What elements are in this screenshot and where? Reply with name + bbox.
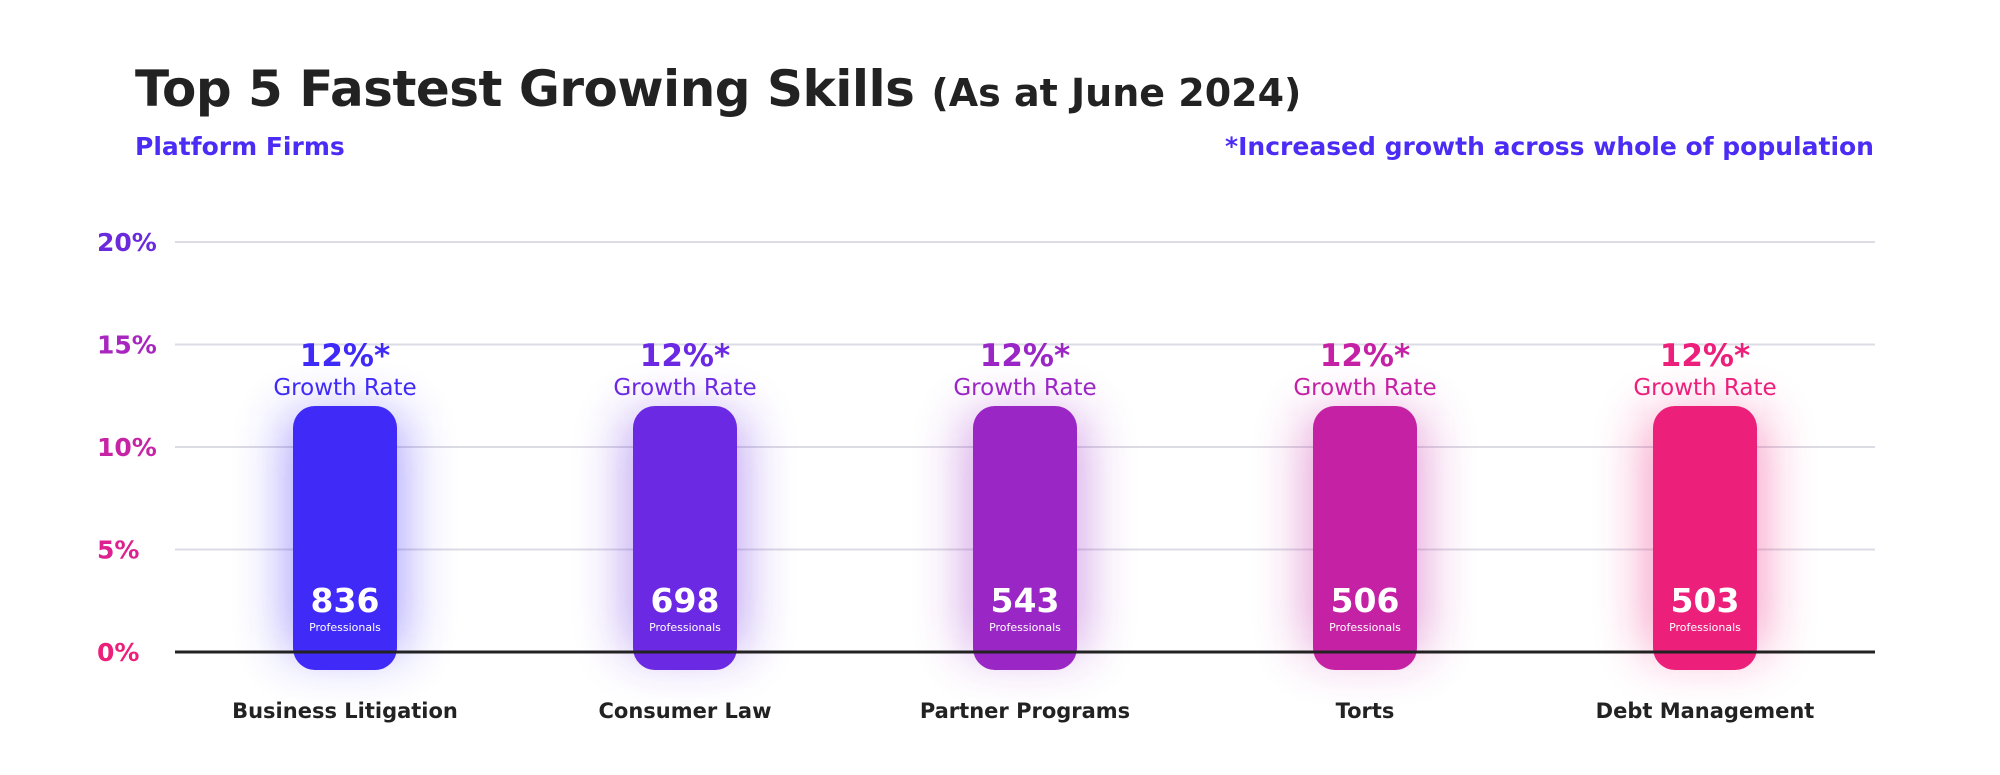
growth-rate-caption: Growth Rate	[1293, 375, 1436, 401]
chart-subtitle: Platform Firms	[135, 132, 345, 161]
chart-title-main: Top 5 Fastest Growing Skills	[135, 60, 915, 118]
professionals-caption: Professionals	[1669, 621, 1741, 634]
growth-rate-label: 12%*	[1660, 338, 1750, 374]
y-tick-label: 5%	[97, 536, 139, 565]
growth-rate-caption: Growth Rate	[1633, 375, 1776, 401]
growth-rate-caption: Growth Rate	[613, 375, 756, 401]
bar	[973, 406, 1077, 670]
y-tick-label: 0%	[97, 638, 139, 667]
bar	[1653, 406, 1757, 670]
category-label: Partner Programs	[920, 699, 1130, 723]
professionals-count: 836	[311, 581, 380, 620]
chart-footnote: *Increased growth across whole of popula…	[1225, 132, 1874, 161]
category-label: Torts	[1336, 699, 1395, 723]
growth-rate-label: 12%*	[980, 338, 1070, 374]
growth-rate-label: 12%*	[1320, 338, 1410, 374]
professionals-caption: Professionals	[989, 621, 1061, 634]
professionals-count: 543	[991, 581, 1060, 620]
growth-rate-label: 12%*	[300, 338, 390, 374]
growth-rate-caption: Growth Rate	[953, 375, 1096, 401]
professionals-caption: Professionals	[649, 621, 721, 634]
growth-rate-caption: Growth Rate	[273, 375, 416, 401]
category-label: Business Litigation	[232, 699, 458, 723]
y-tick-label: 15%	[97, 331, 157, 360]
y-tick-label: 10%	[97, 433, 157, 462]
professionals-count: 506	[1331, 581, 1400, 620]
bar	[293, 406, 397, 670]
professionals-count: 698	[651, 581, 720, 620]
category-label: Debt Management	[1596, 699, 1815, 723]
professionals-count: 503	[1671, 581, 1740, 620]
y-tick-label: 20%	[97, 228, 157, 257]
chart-title: Top 5 Fastest Growing Skills (As at June…	[135, 60, 1301, 118]
bar	[1313, 406, 1417, 670]
growth-rate-label: 12%*	[640, 338, 730, 374]
professionals-caption: Professionals	[1329, 621, 1401, 634]
bar	[633, 406, 737, 670]
professionals-caption: Professionals	[309, 621, 381, 634]
category-label: Consumer Law	[599, 699, 772, 723]
chart-title-date: (As at June 2024)	[931, 71, 1302, 115]
